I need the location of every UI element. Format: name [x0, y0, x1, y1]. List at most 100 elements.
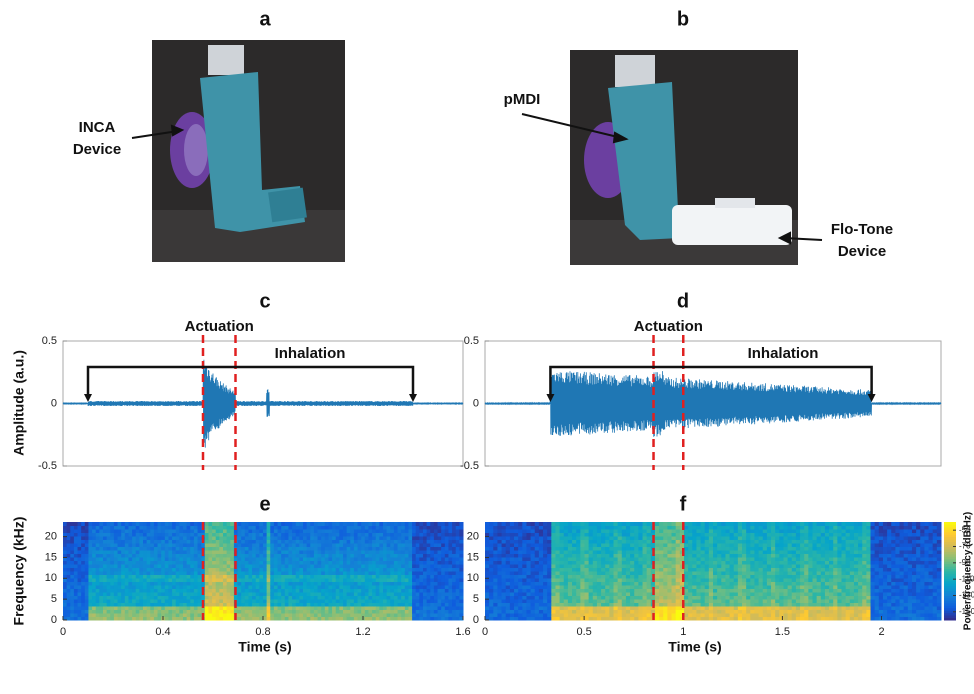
spectrogram-cell — [267, 554, 271, 558]
spectrogram-cell — [187, 533, 191, 537]
spectrogram-cell — [705, 547, 710, 551]
spectrogram-cell — [172, 589, 176, 593]
spectrogram-cell — [564, 613, 569, 617]
spectrogram-cell — [198, 617, 202, 621]
spectrogram-cell — [310, 599, 314, 603]
spectrogram-cell — [121, 571, 125, 575]
spectrogram-cell — [701, 617, 706, 621]
spectrogram-cell — [307, 557, 311, 561]
spectrogram-cell — [332, 592, 336, 596]
spectrogram-cell — [580, 561, 585, 565]
spectrogram-cell — [692, 613, 697, 617]
spectrogram-cell — [709, 582, 714, 586]
spectrogram-cell — [597, 585, 602, 589]
spectrogram-cell — [459, 578, 463, 582]
spectrogram-cell — [107, 540, 111, 544]
spectrogram-cell — [241, 568, 245, 572]
spectrogram-cell — [267, 550, 271, 554]
spectrogram-cell — [179, 596, 183, 600]
spectrogram-cell — [659, 547, 664, 551]
spectrogram-cell — [187, 561, 191, 565]
spectrogram-cell — [74, 533, 78, 537]
spectrogram-cell — [139, 547, 143, 551]
spectrogram-cell — [296, 589, 300, 593]
spectrogram-cell — [551, 575, 556, 579]
spectrogram-cell — [390, 592, 394, 596]
spectrogram-cell — [136, 592, 140, 596]
spectrogram-cell — [655, 543, 660, 547]
spectrogram-cell — [734, 554, 739, 558]
spectrogram-cell — [416, 617, 420, 621]
spectrogram-cell — [601, 603, 606, 607]
spectrogram-cell — [713, 561, 718, 565]
spectrogram-cell — [676, 613, 681, 617]
spectrogram-cell — [584, 557, 589, 561]
spectrogram-cell — [526, 603, 531, 607]
spectrogram-cell — [332, 540, 336, 544]
spectrogram-cell — [663, 529, 668, 533]
spectrogram-cell — [667, 561, 672, 565]
spectrogram-cell — [448, 540, 452, 544]
spectrogram-cell — [531, 550, 536, 554]
spectrogram-cell — [601, 585, 606, 589]
spectrogram-cell — [510, 578, 515, 582]
spectrogram-cell — [241, 603, 245, 607]
spectrogram-cell — [278, 575, 282, 579]
spectrogram-cell — [746, 568, 751, 572]
spectrogram-cell — [405, 522, 409, 526]
spectrogram-cell — [551, 561, 556, 565]
spectrogram-cell — [161, 589, 165, 593]
spectrogram-cell — [179, 585, 183, 589]
spectrogram-cell — [514, 592, 519, 596]
spectrogram-cell — [376, 592, 380, 596]
spectrogram-cell — [343, 554, 347, 558]
spectrogram-cell — [688, 578, 693, 582]
spectrogram-cell — [672, 547, 677, 551]
spectrogram-cell — [259, 589, 263, 593]
spectrogram-cell — [365, 571, 369, 575]
spectrogram-cell — [452, 613, 456, 617]
spectrogram-cell — [110, 578, 114, 582]
spectrogram-cell — [589, 522, 594, 526]
spectrogram-cell — [394, 526, 398, 530]
spectrogram-cell — [172, 596, 176, 600]
spectrogram-cell — [390, 568, 394, 572]
spectrogram-cell — [372, 547, 376, 551]
spectrogram-cell — [419, 557, 423, 561]
spectrogram-cell — [692, 564, 697, 568]
spectrogram-cell — [63, 610, 67, 614]
spectrogram-cell — [365, 592, 369, 596]
spectrogram-cell — [172, 550, 176, 554]
spectrogram-cell — [332, 529, 336, 533]
spectrogram-cell — [332, 543, 336, 547]
spectrogram-cell — [354, 589, 358, 593]
spectrogram-cell — [535, 585, 540, 589]
spectrogram-cell — [502, 561, 507, 565]
spectrogram-cell — [742, 533, 747, 537]
spectrogram-cell — [434, 554, 438, 558]
spectrogram-cell — [121, 617, 125, 621]
spectrogram-cell — [67, 533, 71, 537]
spectrogram-cell — [725, 599, 730, 603]
spectrogram-cell — [663, 617, 668, 621]
spectrogram-cell — [405, 557, 409, 561]
spectrogram-cell — [387, 610, 391, 614]
spectrogram-cell — [74, 582, 78, 586]
spectrogram-cell — [456, 554, 460, 558]
spectrogram-cell — [321, 547, 325, 551]
spectrogram-cell — [74, 610, 78, 614]
spectrogram-cell — [270, 592, 274, 596]
spectrogram — [63, 522, 464, 621]
spectrogram-cell — [750, 522, 755, 526]
spectrogram-cell — [709, 617, 714, 621]
spectrogram-cell — [361, 550, 365, 554]
spectrogram-cell — [81, 557, 85, 561]
spectrogram-cell — [212, 589, 216, 593]
spectrogram-cell — [584, 554, 589, 558]
spectrogram-cell — [390, 533, 394, 537]
spectrogram-cell — [601, 606, 606, 610]
spectrogram-cell — [497, 564, 502, 568]
photo-b — [570, 50, 798, 265]
spectrogram-cell — [405, 599, 409, 603]
spectrogram-cell — [663, 557, 668, 561]
